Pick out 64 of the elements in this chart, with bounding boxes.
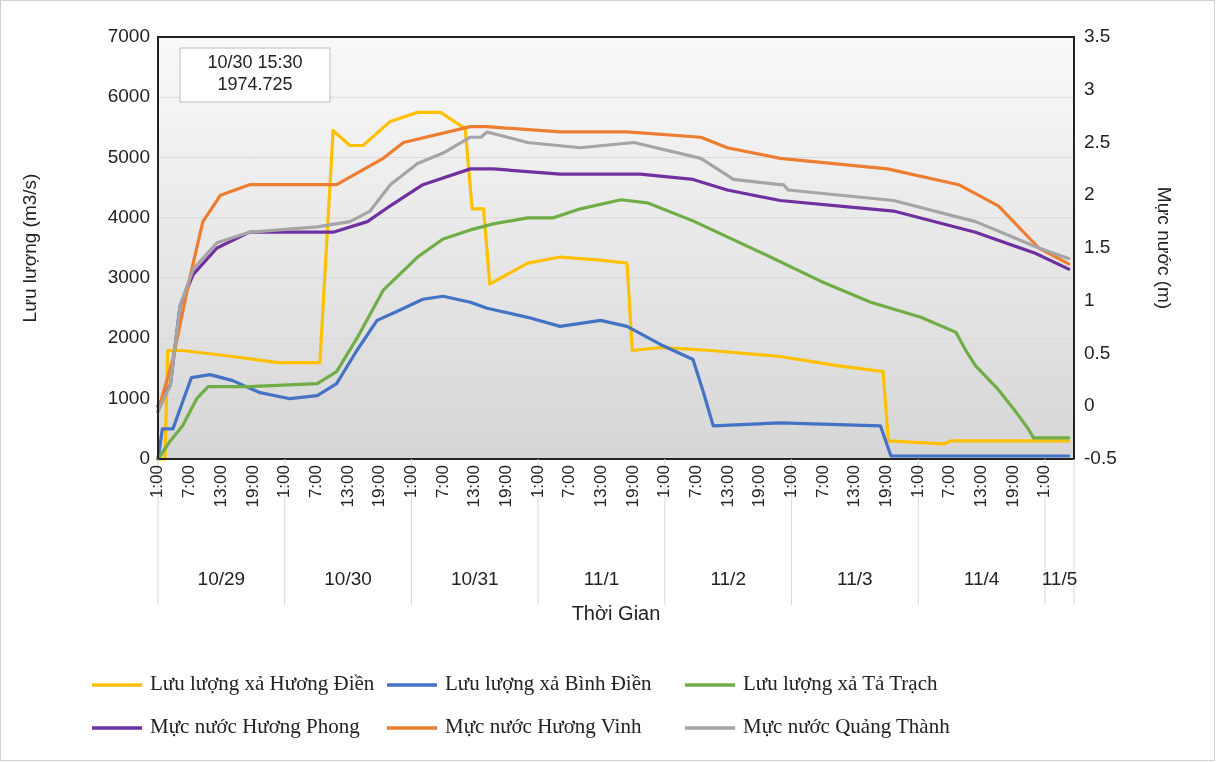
legend-label: Mực nước Hương Vinh — [445, 713, 642, 738]
text: 11/4 — [963, 568, 1000, 589]
x-tick-label: 13:00 — [337, 465, 357, 508]
x-tick-label: 7:00 — [432, 465, 452, 499]
x-tick-label: 7:00 — [179, 465, 199, 499]
y2-tick-label: 2 — [1084, 183, 1095, 205]
x-tick-label: 19:00 — [1002, 465, 1022, 508]
y2-tick-label: -0.5 — [1084, 447, 1117, 469]
x-tick-label: 7:00 — [686, 465, 705, 499]
y-tick-label: 2000 — [107, 326, 150, 348]
x-tick-label: 1:00 — [400, 465, 420, 499]
x-tick-label: 19:00 — [876, 465, 896, 508]
y-tick-label: 7000 — [107, 25, 150, 47]
x-tick-label: 7:00 — [305, 465, 325, 499]
legend-label: Lưu lượng xả Bình Điền — [445, 670, 653, 695]
text: 11/2 — [710, 568, 746, 589]
legend-label: Mực nước Hương Phong — [150, 713, 361, 738]
x-tick-label: 7:00 — [939, 465, 959, 499]
text: 11/5 — [1041, 568, 1078, 589]
text: 11/3 — [837, 568, 873, 589]
x-tick-label: 13:00 — [590, 465, 610, 508]
y2-tick-label: 3.5 — [1084, 25, 1111, 47]
y-tick-label: 3000 — [107, 266, 150, 288]
y-tick-label: 6000 — [107, 85, 150, 107]
y2-tick-label: 1 — [1084, 288, 1095, 310]
y-tick-label: 1000 — [107, 386, 150, 408]
legend-label: Lưu lượng xả Hương Điền — [150, 670, 375, 695]
x-tick-label: 19:00 — [622, 465, 642, 508]
x-tick-label: 1:00 — [1034, 465, 1054, 499]
x-tick-label: 19:00 — [242, 465, 262, 508]
text: 10/30 — [324, 568, 372, 589]
y2-tick-label: 0 — [1084, 394, 1095, 416]
x-tick-label: 13:00 — [210, 465, 230, 508]
y-axis-title: Lưu lượng (m3/s) — [19, 173, 40, 323]
y-tick-label: 0 — [139, 447, 150, 469]
text: 10/31 — [451, 568, 499, 589]
x-tick-label: 13:00 — [971, 465, 991, 508]
annotation: 10/30 15:30 1974.725 — [207, 52, 303, 94]
y2-tick-label: 2.5 — [1084, 130, 1111, 152]
x-tick-label: 1:00 — [781, 465, 801, 499]
x-tick-label: 7:00 — [559, 465, 579, 499]
legend-label: Mực nước Quảng Thành — [743, 713, 951, 738]
x-tick-label: 1:00 — [654, 465, 674, 499]
x-tick-label: 13:00 — [717, 465, 737, 508]
y2-tick-label: 1.5 — [1084, 236, 1111, 258]
x-tick-label: 13:00 — [464, 465, 484, 508]
y-tick-label: 5000 — [107, 145, 150, 167]
x-tick-label: 19:00 — [369, 465, 389, 508]
legend-label: Lưu lượng xả Tả Trạch — [743, 670, 938, 695]
y2-tick-label: 0.5 — [1084, 341, 1111, 363]
x-tick-label: 13:00 — [844, 465, 864, 508]
y-tick-label: 4000 — [107, 205, 150, 227]
x-tick-label: 19:00 — [749, 465, 769, 508]
x-tick-label: 1:00 — [274, 465, 294, 499]
x-tick-label: 1:00 — [907, 465, 927, 499]
text: 10/29 — [197, 568, 246, 589]
x-tick-label: 1:00 — [527, 465, 547, 499]
x-tick-label: 1:00 — [147, 465, 167, 499]
x-tick-label: 7:00 — [812, 465, 832, 499]
y2-tick-label: 3 — [1084, 77, 1095, 99]
x-tick-label: 19:00 — [495, 465, 515, 508]
y2-axis-title: Mực nước (m) — [1154, 186, 1175, 310]
x-axis-title: Thời Gian — [571, 602, 661, 624]
text: 11/1 — [583, 568, 620, 589]
